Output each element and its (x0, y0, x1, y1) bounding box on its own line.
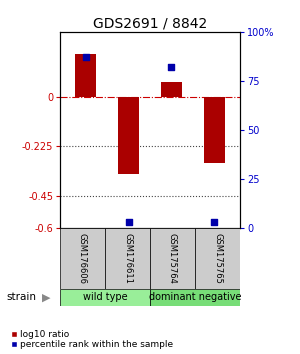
Text: wild type: wild type (83, 292, 127, 302)
Bar (60, 289, 150, 306)
Text: GSM175765: GSM175765 (213, 233, 222, 284)
Text: dominant negative: dominant negative (149, 292, 241, 302)
Bar (204, 97, 225, 163)
Point (169, 64, 174, 70)
Title: GDS2691 / 8842: GDS2691 / 8842 (93, 17, 207, 31)
Legend: log10 ratio, percentile rank within the sample: log10 ratio, percentile rank within the … (7, 326, 177, 353)
Bar (195, 228, 240, 289)
Point (212, 219, 217, 225)
Text: GSM176611: GSM176611 (123, 233, 132, 284)
Bar (105, 228, 150, 289)
Text: GSM175764: GSM175764 (168, 233, 177, 284)
Text: GSM176606: GSM176606 (78, 233, 87, 284)
Text: strain: strain (6, 292, 36, 302)
Point (126, 219, 131, 225)
Point (83, 55, 88, 60)
Bar (161, 82, 182, 97)
Bar (75, 54, 96, 97)
Bar (150, 228, 195, 289)
Bar (118, 97, 139, 174)
Bar (150, 289, 240, 306)
Text: ▶: ▶ (42, 292, 51, 302)
Bar (60, 228, 105, 289)
